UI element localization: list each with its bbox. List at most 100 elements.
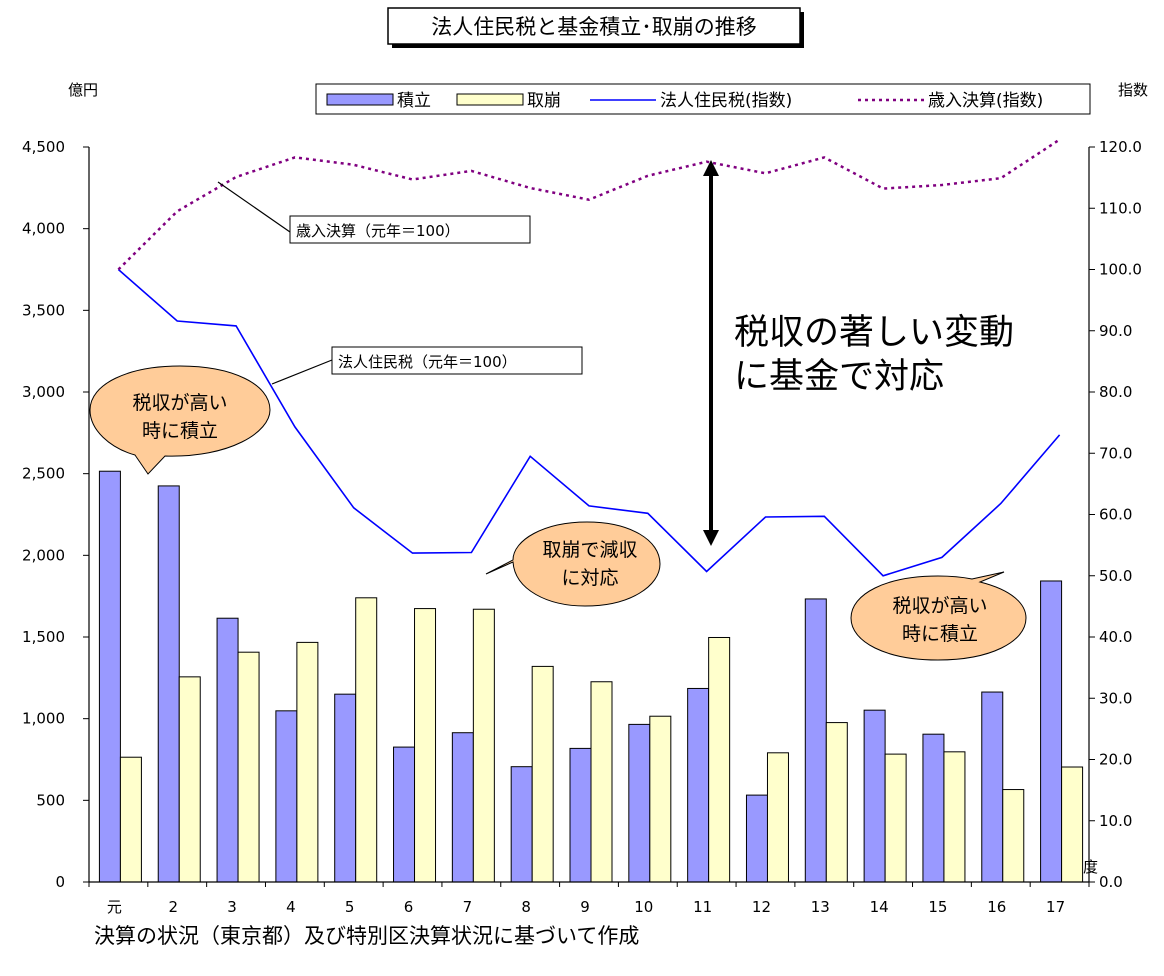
bar-積立-4 bbox=[275, 710, 298, 883]
chart-title-shadow-bottom bbox=[392, 44, 804, 48]
legend-swatch-積立 bbox=[326, 93, 394, 106]
y-tick-label-right: 120.0 bbox=[1099, 138, 1142, 156]
bar-取崩-12 bbox=[766, 752, 789, 883]
label-tax-leader bbox=[271, 359, 333, 385]
legend-label-積立: 積立 bbox=[397, 91, 431, 111]
y-tick-label-right: 50.0 bbox=[1099, 567, 1132, 585]
chart-title-box bbox=[387, 7, 801, 45]
bar-取崩-11 bbox=[708, 636, 731, 883]
callout-bubble-1-shape bbox=[89, 365, 271, 475]
x-tick-label: 17 bbox=[1046, 898, 1065, 916]
bar-積立-2 bbox=[157, 485, 180, 883]
x-tick-label: 5 bbox=[345, 898, 355, 916]
bar-取崩-3 bbox=[237, 651, 260, 883]
bar-取崩-5 bbox=[355, 597, 378, 883]
x-tick-label: 14 bbox=[870, 898, 889, 916]
variation-arrow-head-bottom bbox=[703, 530, 719, 546]
callout-bubble-3-line2: 時に積立 bbox=[902, 623, 978, 645]
source-note: 決算の状況（東京都）及び特別区決算状況に基づいて作成 bbox=[94, 924, 639, 948]
x-tick-label: 9 bbox=[580, 898, 590, 916]
x-tick-label: 7 bbox=[463, 898, 473, 916]
bar-積立-12 bbox=[745, 794, 768, 883]
x-tick-label: 4 bbox=[286, 898, 296, 916]
bar-取崩-10 bbox=[649, 715, 672, 883]
callout-bubble-1: 税収が高い 時に積立 bbox=[89, 365, 271, 475]
callout-bubble-2: 取崩で減収 に対応 bbox=[485, 521, 661, 607]
bar-積立-3 bbox=[216, 617, 239, 883]
label-tax: 法人住民税（元年＝100） bbox=[338, 353, 517, 371]
callout-bubble-3-line1: 税収が高い bbox=[892, 595, 987, 617]
y-tick-label-right: 80.0 bbox=[1099, 383, 1132, 401]
legend: 積立 取崩 法人住民税(指数) 歳入決算(指数) bbox=[315, 83, 1091, 115]
y-tick-label-right: 10.0 bbox=[1099, 812, 1132, 830]
callout-bubble-2-line1: 取崩で減収 bbox=[542, 539, 637, 561]
bar-積立-11 bbox=[687, 687, 710, 883]
big-annotation-line2: に基金で対応 bbox=[734, 357, 944, 397]
x-tick-label: 元 bbox=[107, 898, 122, 916]
bar-取崩-15 bbox=[943, 751, 966, 883]
bar-取崩-16 bbox=[1002, 789, 1025, 883]
y-tick-label-right: 110.0 bbox=[1099, 199, 1142, 217]
bar-積立-17 bbox=[1040, 580, 1063, 883]
x-tick-label: 16 bbox=[987, 898, 1006, 916]
y-tick-label-left: 0 bbox=[55, 873, 65, 891]
bar-積立-15 bbox=[922, 733, 945, 883]
plot-area: 0 500 1,000 1,500 2,000 2,500 3,000 3,500 4,000 4… bbox=[22, 138, 1142, 916]
y-tick-label-right: 30.0 bbox=[1099, 689, 1132, 707]
bar-取崩-13 bbox=[825, 722, 848, 883]
bar-取崩-6 bbox=[414, 608, 437, 883]
y-tick-label-left: 4,000 bbox=[22, 220, 65, 238]
legend-label-歳入決算: 歳入決算(指数) bbox=[928, 91, 1043, 111]
x-tick-label: 10 bbox=[634, 898, 653, 916]
y-tick-label-right: 70.0 bbox=[1099, 444, 1132, 462]
x-tick-label: 6 bbox=[404, 898, 414, 916]
label-tax-box bbox=[331, 346, 583, 375]
label-revenue-box bbox=[289, 215, 531, 244]
y-tick-label-left: 1,500 bbox=[22, 628, 65, 646]
line-歳入決算(指数) bbox=[117, 138, 1061, 271]
y-tick-label-left: 500 bbox=[36, 791, 65, 809]
x-tick-label: 8 bbox=[521, 898, 531, 916]
y-tick-label-right: 40.0 bbox=[1099, 628, 1132, 646]
y-tick-label-left: 2,000 bbox=[22, 546, 65, 564]
callout-bubble-2-shape bbox=[485, 521, 661, 607]
x-tick-label: 15 bbox=[928, 898, 947, 916]
big-annotation-line1: 税収の著しい変動 bbox=[734, 313, 1014, 353]
bar-取崩-14 bbox=[884, 753, 907, 883]
x-tick-label: 13 bbox=[811, 898, 830, 916]
bar-積立-9 bbox=[569, 747, 592, 883]
y-tick-label-left: 3,500 bbox=[22, 301, 65, 319]
bar-取崩-4 bbox=[296, 641, 319, 883]
y-axis-left-label: 億円 bbox=[68, 81, 98, 99]
bar-取崩-7 bbox=[472, 608, 495, 883]
y-tick-label-left: 2,500 bbox=[22, 465, 65, 483]
bar-積立-元 bbox=[98, 470, 121, 883]
bar-取崩-17 bbox=[1061, 766, 1084, 883]
y-tick-label-right: 20.0 bbox=[1099, 751, 1132, 769]
y-tick-label-left: 4,500 bbox=[22, 138, 65, 156]
chart-title: 法人住民税と基金積立･取崩の推移 bbox=[431, 15, 757, 39]
callout-bubble-1-line1: 税収が高い bbox=[132, 392, 227, 414]
y-axis-right-label: 指数 bbox=[1118, 81, 1148, 99]
chart-title-shadow bbox=[800, 12, 804, 48]
variation-arrow-head-top bbox=[703, 160, 719, 176]
y-tick-label-left: 1,000 bbox=[22, 710, 65, 728]
bar-積立-6 bbox=[393, 746, 416, 883]
bar-積立-14 bbox=[863, 709, 886, 883]
bar-積立-5 bbox=[334, 693, 357, 883]
callout-bubble-2-line2: に対応 bbox=[561, 567, 618, 589]
label-revenue: 歳入決算（元年＝100） bbox=[296, 222, 460, 240]
bar-積立-8 bbox=[510, 766, 533, 883]
x-tick-label: 12 bbox=[752, 898, 771, 916]
bar-積立-10 bbox=[628, 723, 651, 883]
legend-swatch-取崩 bbox=[456, 93, 524, 106]
x-tick-label: 3 bbox=[227, 898, 237, 916]
callout-bubble-1-line2: 時に積立 bbox=[142, 420, 218, 442]
bar-取崩-9 bbox=[590, 681, 613, 883]
line-法人住民税(指数) bbox=[117, 268, 1061, 577]
y-tick-label-right: 60.0 bbox=[1099, 506, 1132, 524]
y-tick-label-right: 0.0 bbox=[1099, 873, 1123, 891]
label-revenue-leader bbox=[217, 181, 291, 233]
bar-積立-7 bbox=[451, 732, 474, 883]
